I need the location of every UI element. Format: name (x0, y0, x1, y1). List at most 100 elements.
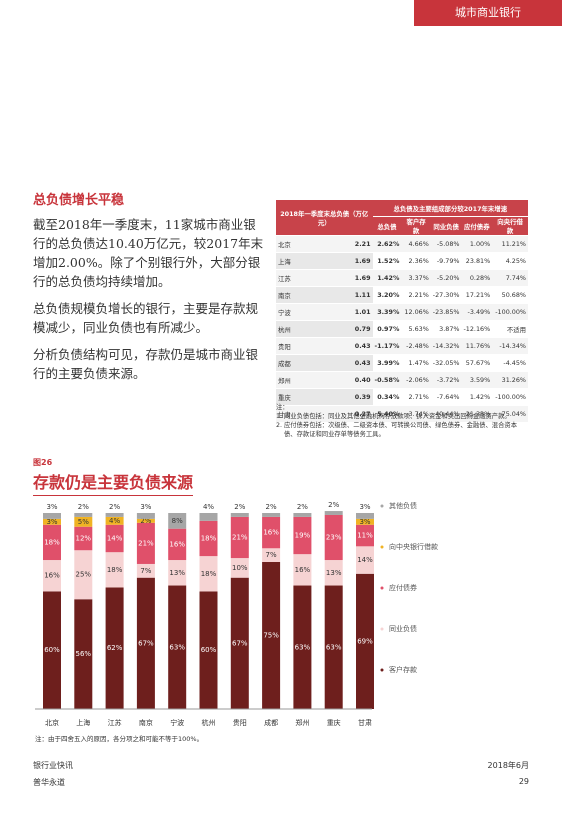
bar-segment (324, 585, 343, 709)
bar-segment (168, 585, 187, 709)
table-cell: 0.40 (319, 371, 373, 389)
section-heading: 总负债增长平稳 (33, 193, 125, 208)
table-cell: -100.00% (492, 388, 528, 406)
bar-segment (43, 560, 61, 592)
bar-segment (105, 587, 124, 709)
bar-segment (136, 518, 155, 523)
bar-segment (293, 516, 312, 555)
table-cell: 4.66% (401, 235, 431, 253)
table-cell: 江苏 (276, 269, 320, 287)
footer-page: 29 (518, 777, 529, 786)
data-label: 69% (357, 637, 373, 645)
bar-segment (293, 554, 312, 586)
bar-segment (293, 513, 312, 517)
figure-footnote: 注：由于四舍五入的原因，各分项之和可能不等于100%。 (35, 735, 204, 743)
data-label: 3% (140, 503, 151, 511)
data-label: 10% (232, 564, 248, 572)
data-label: 75% (263, 632, 279, 640)
table-cell: 1.69 (319, 252, 373, 270)
bar-segment (262, 548, 281, 562)
table-cell: 12.06% (401, 303, 431, 321)
table-cell: 不适用 (492, 320, 528, 338)
data-label: 2% (328, 501, 339, 509)
data-label: 16% (169, 540, 185, 548)
data-label: 8% (172, 517, 183, 525)
table-cell: 11.21% (492, 235, 528, 253)
table-cell: 1.42% (372, 269, 402, 287)
data-label: 5% (78, 518, 89, 526)
table-cell: -3.74% (401, 405, 431, 423)
data-label: 18% (201, 534, 217, 542)
table-cell: 北京 (276, 235, 320, 253)
data-label: 12% (76, 534, 92, 542)
data-label: 60% (44, 646, 60, 654)
bar-segment (136, 522, 155, 564)
data-label: 7% (266, 551, 277, 559)
bar-segment (74, 599, 93, 709)
table-cell: 3.99% (372, 354, 402, 372)
data-label: 3% (46, 518, 57, 526)
table-cell: 7.74% (492, 269, 528, 287)
notes-label: 注： (276, 404, 289, 411)
table-cell: 2.21% (401, 286, 431, 304)
x-tick-label: 宁波 (170, 718, 184, 727)
bar-segment (136, 563, 155, 578)
data-label: 16% (295, 566, 311, 574)
table-cell: 75.04% (492, 405, 528, 423)
bar-segment (168, 513, 187, 529)
bar-segment (105, 513, 124, 517)
table-row: 北京 2.21 2.62% 4.66% -5.08% 1.00% 11.21% (276, 235, 528, 253)
body-text: 截至2018年一季度末，11家城市商业银行的总负债达10.40万亿元，较2017… (33, 215, 265, 391)
table-cell: 0.43 (319, 354, 373, 372)
x-tick-label: 上海 (76, 718, 90, 727)
table-cell: 1.00% (461, 235, 493, 253)
bar-segment (74, 550, 93, 600)
bar-segment (199, 520, 218, 557)
data-label: 63% (169, 643, 185, 651)
table-cell: -27.30% (430, 286, 462, 304)
bar-segment (356, 518, 374, 525)
header-tag: 城市商业银行 (414, 0, 562, 26)
bar-segment (199, 591, 218, 709)
legend-marker (380, 586, 384, 590)
x-tick-label: 江苏 (108, 718, 122, 727)
data-label: 19% (295, 532, 311, 540)
table-cell: -2.06% (401, 371, 431, 389)
bar-segment (230, 577, 249, 709)
bar-segment (74, 516, 93, 527)
data-label: 18% (107, 566, 123, 574)
table-cell: 杭州 (276, 320, 320, 338)
table-cell: -0.58% (372, 371, 402, 389)
data-label: 23% (326, 534, 342, 542)
table-cell: 成都 (276, 354, 320, 372)
table-cell: 4.25% (492, 252, 528, 270)
x-tick-label: 南京 (139, 718, 153, 727)
data-label: 2% (266, 503, 277, 511)
column-header: 向央行借款 (492, 216, 528, 236)
table-cell: 0.27 (319, 405, 373, 423)
data-label: 62% (107, 644, 123, 652)
table-cell: 1.52% (372, 252, 402, 270)
table-cell: 0.43 (319, 337, 373, 355)
table-row: 上海 1.69 1.52% 2.36% -9.79% 23.81% 4.25% (276, 252, 528, 270)
legend-label: 应付债券 (389, 583, 417, 592)
paragraph: 总负债规模负增长的银行，主要是存款规模减少，同业负债也有所减少。 (33, 301, 259, 335)
x-tick-label: 郑州 (295, 719, 309, 727)
bar-segment (293, 585, 312, 709)
table-cell: 甘肃 (276, 405, 320, 423)
table-cell: 31.26% (492, 371, 528, 389)
bar-segment (105, 552, 124, 588)
x-tick-label: 贵阳 (233, 718, 247, 727)
table-cell: 3.39% (372, 303, 402, 321)
bar-segment (74, 513, 93, 517)
bar-segment (230, 558, 249, 578)
table-row: 重庆 0.39 0.34% 2.71% -7.64% 1.42% -100.00% (276, 388, 528, 406)
table-cell: -4.45% (492, 354, 528, 372)
table-cell: 3.37% (401, 269, 431, 287)
data-label: 13% (169, 569, 185, 577)
table-group-header: 总负债及主要组成部分较2017年末增速 (372, 200, 528, 217)
table-cell: 0.97% (372, 320, 402, 338)
legend-marker (380, 504, 384, 508)
paragraph: 截至2018年一季度末，11家城市商业银行的总负债达10.40万亿元，较2017… (33, 217, 264, 289)
bar-segment (74, 526, 93, 551)
